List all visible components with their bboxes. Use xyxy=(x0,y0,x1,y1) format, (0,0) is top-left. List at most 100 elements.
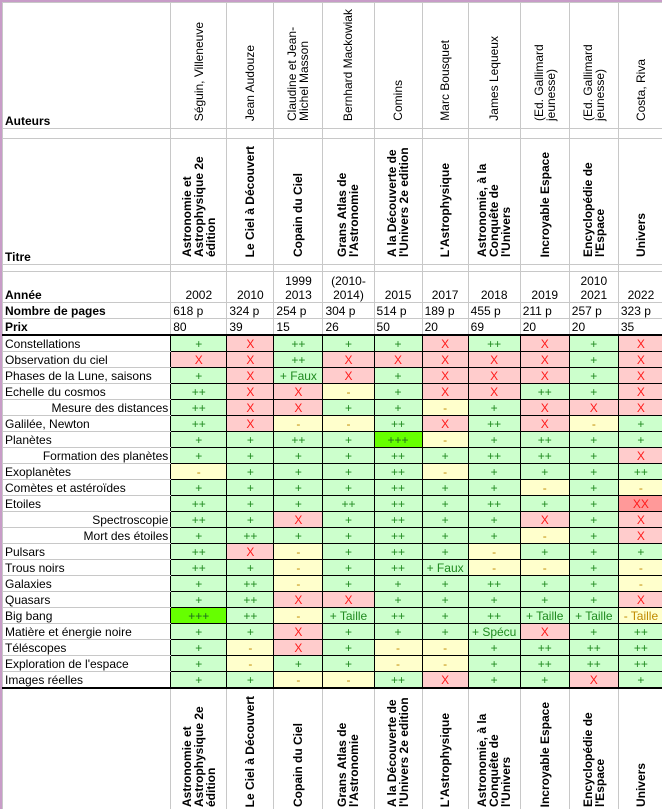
rating-cell[interactable]: - xyxy=(421,399,469,416)
rating-cell[interactable]: ++ xyxy=(226,527,275,544)
price-cell[interactable]: 26 xyxy=(322,318,375,336)
rating-cell[interactable]: +++ xyxy=(170,607,228,624)
price-cell[interactable]: 20 xyxy=(519,318,570,336)
empty-cell[interactable] xyxy=(617,128,662,139)
rating-cell[interactable]: + xyxy=(568,543,619,560)
rating-cell[interactable]: ++ xyxy=(519,447,570,464)
empty-cell[interactable] xyxy=(226,128,275,139)
rating-cell[interactable]: ++ xyxy=(568,639,619,656)
empty-cell[interactable] xyxy=(467,264,521,272)
rating-cell[interactable]: ++ xyxy=(467,334,521,352)
rating-cell[interactable]: + xyxy=(226,431,275,448)
author-cell[interactable]: Costa, Riva xyxy=(617,2,662,129)
rating-cell[interactable]: - xyxy=(226,639,275,656)
rating-cell[interactable]: X xyxy=(226,367,275,384)
topic-label[interactable]: Etoiles xyxy=(2,495,172,512)
rating-cell[interactable]: + xyxy=(519,575,570,592)
rating-cell[interactable]: ++ xyxy=(322,495,375,512)
rating-cell[interactable]: - xyxy=(617,559,662,576)
pages-cell[interactable]: 514 p xyxy=(373,302,423,319)
rating-cell[interactable]: X xyxy=(519,399,570,416)
rating-cell[interactable]: - xyxy=(467,543,521,560)
rating-cell[interactable]: + Faux xyxy=(273,367,324,384)
rating-cell[interactable]: + xyxy=(467,527,521,544)
price-cell[interactable]: 35 xyxy=(617,318,662,336)
title-cell[interactable]: Grans Atlas de l'Astronomie xyxy=(322,138,375,265)
rating-cell[interactable]: X xyxy=(421,415,469,432)
pages-cell[interactable]: 324 p xyxy=(226,302,275,319)
title-cell[interactable]: A la Découverte de l'Univers 2e edition xyxy=(373,138,423,265)
empty-cell[interactable] xyxy=(2,687,172,809)
rating-cell[interactable]: + xyxy=(322,559,375,576)
price-cell[interactable]: 50 xyxy=(373,318,423,336)
rating-cell[interactable]: + Spécu xyxy=(467,623,521,640)
rating-cell[interactable]: ++ xyxy=(170,495,228,512)
rating-cell[interactable]: - xyxy=(568,415,619,432)
rating-cell[interactable]: X xyxy=(467,367,521,384)
rating-cell[interactable]: + xyxy=(170,655,228,672)
rating-cell[interactable]: + xyxy=(373,591,423,608)
rating-cell[interactable]: X xyxy=(170,351,228,368)
year-cell[interactable]: 2017 xyxy=(421,271,469,303)
rating-cell[interactable]: + xyxy=(226,623,275,640)
year-cell[interactable]: (2010-2014) xyxy=(322,271,375,303)
rating-cell[interactable]: ++ xyxy=(568,655,619,672)
rating-cell[interactable]: - xyxy=(273,607,324,624)
rating-cell[interactable]: X xyxy=(519,334,570,352)
rating-cell[interactable]: ++ xyxy=(617,655,662,672)
rating-cell[interactable]: X xyxy=(519,511,570,528)
rating-cell[interactable]: + xyxy=(322,655,375,672)
rating-cell[interactable]: + xyxy=(568,447,619,464)
rating-cell[interactable]: - xyxy=(421,463,469,480)
rating-cell[interactable]: X xyxy=(373,351,423,368)
rating-cell[interactable]: + xyxy=(322,334,375,352)
price-cell[interactable]: 20 xyxy=(421,318,469,336)
rating-cell[interactable]: ++ xyxy=(617,463,662,480)
title-label[interactable]: Titre xyxy=(2,138,172,265)
rating-cell[interactable]: + xyxy=(421,623,469,640)
rating-cell[interactable]: ++ xyxy=(373,447,423,464)
empty-cell[interactable] xyxy=(519,264,570,272)
rating-cell[interactable]: + xyxy=(373,383,423,400)
rating-cell[interactable]: - xyxy=(519,527,570,544)
pages-cell[interactable]: 189 p xyxy=(421,302,469,319)
rating-cell[interactable]: + xyxy=(273,463,324,480)
rating-cell[interactable]: ++ xyxy=(373,415,423,432)
rating-cell[interactable]: ++ xyxy=(226,575,275,592)
rating-cell[interactable]: ++ xyxy=(373,559,423,576)
rating-cell[interactable]: X xyxy=(467,383,521,400)
rating-cell[interactable]: ++ xyxy=(170,399,228,416)
rating-cell[interactable]: - xyxy=(322,671,375,689)
rating-cell[interactable]: + xyxy=(170,671,228,689)
price-cell[interactable]: 39 xyxy=(226,318,275,336)
title-cell[interactable]: L'Astrophysique xyxy=(421,138,469,265)
rating-cell[interactable]: X xyxy=(617,527,662,544)
rating-cell[interactable]: X xyxy=(568,399,619,416)
pages-label[interactable]: Nombre de pages xyxy=(2,302,172,319)
rating-cell[interactable]: + xyxy=(322,639,375,656)
title-cell[interactable]: Incroyable Espace xyxy=(519,138,570,265)
rating-cell[interactable]: ++ xyxy=(273,431,324,448)
rating-cell[interactable]: X xyxy=(617,367,662,384)
author-cell[interactable]: Séguin, Villeneuve xyxy=(170,2,228,129)
rating-cell[interactable]: X xyxy=(226,415,275,432)
title_bottom-cell[interactable]: Incroyable Espace xyxy=(519,687,570,809)
price-cell[interactable]: 69 xyxy=(467,318,521,336)
rating-cell[interactable]: + xyxy=(170,431,228,448)
rating-cell[interactable]: + xyxy=(519,591,570,608)
rating-cell[interactable]: ++ xyxy=(373,671,423,689)
rating-cell[interactable]: - xyxy=(273,575,324,592)
rating-cell[interactable]: + xyxy=(568,334,619,352)
title_bottom-cell[interactable]: Encyclopédie de l'Espace xyxy=(568,687,619,809)
rating-cell[interactable]: + xyxy=(519,495,570,512)
rating-cell[interactable]: + xyxy=(170,447,228,464)
rating-cell[interactable]: X xyxy=(421,383,469,400)
rating-cell[interactable]: + xyxy=(273,495,324,512)
rating-cell[interactable]: + xyxy=(273,527,324,544)
title_bottom-cell[interactable]: Copain du Ciel xyxy=(273,687,324,809)
rating-cell[interactable]: ++ xyxy=(373,543,423,560)
rating-cell[interactable]: + xyxy=(226,559,275,576)
rating-cell[interactable]: X xyxy=(226,543,275,560)
rating-cell[interactable]: ++ xyxy=(617,639,662,656)
empty-cell[interactable] xyxy=(421,128,469,139)
